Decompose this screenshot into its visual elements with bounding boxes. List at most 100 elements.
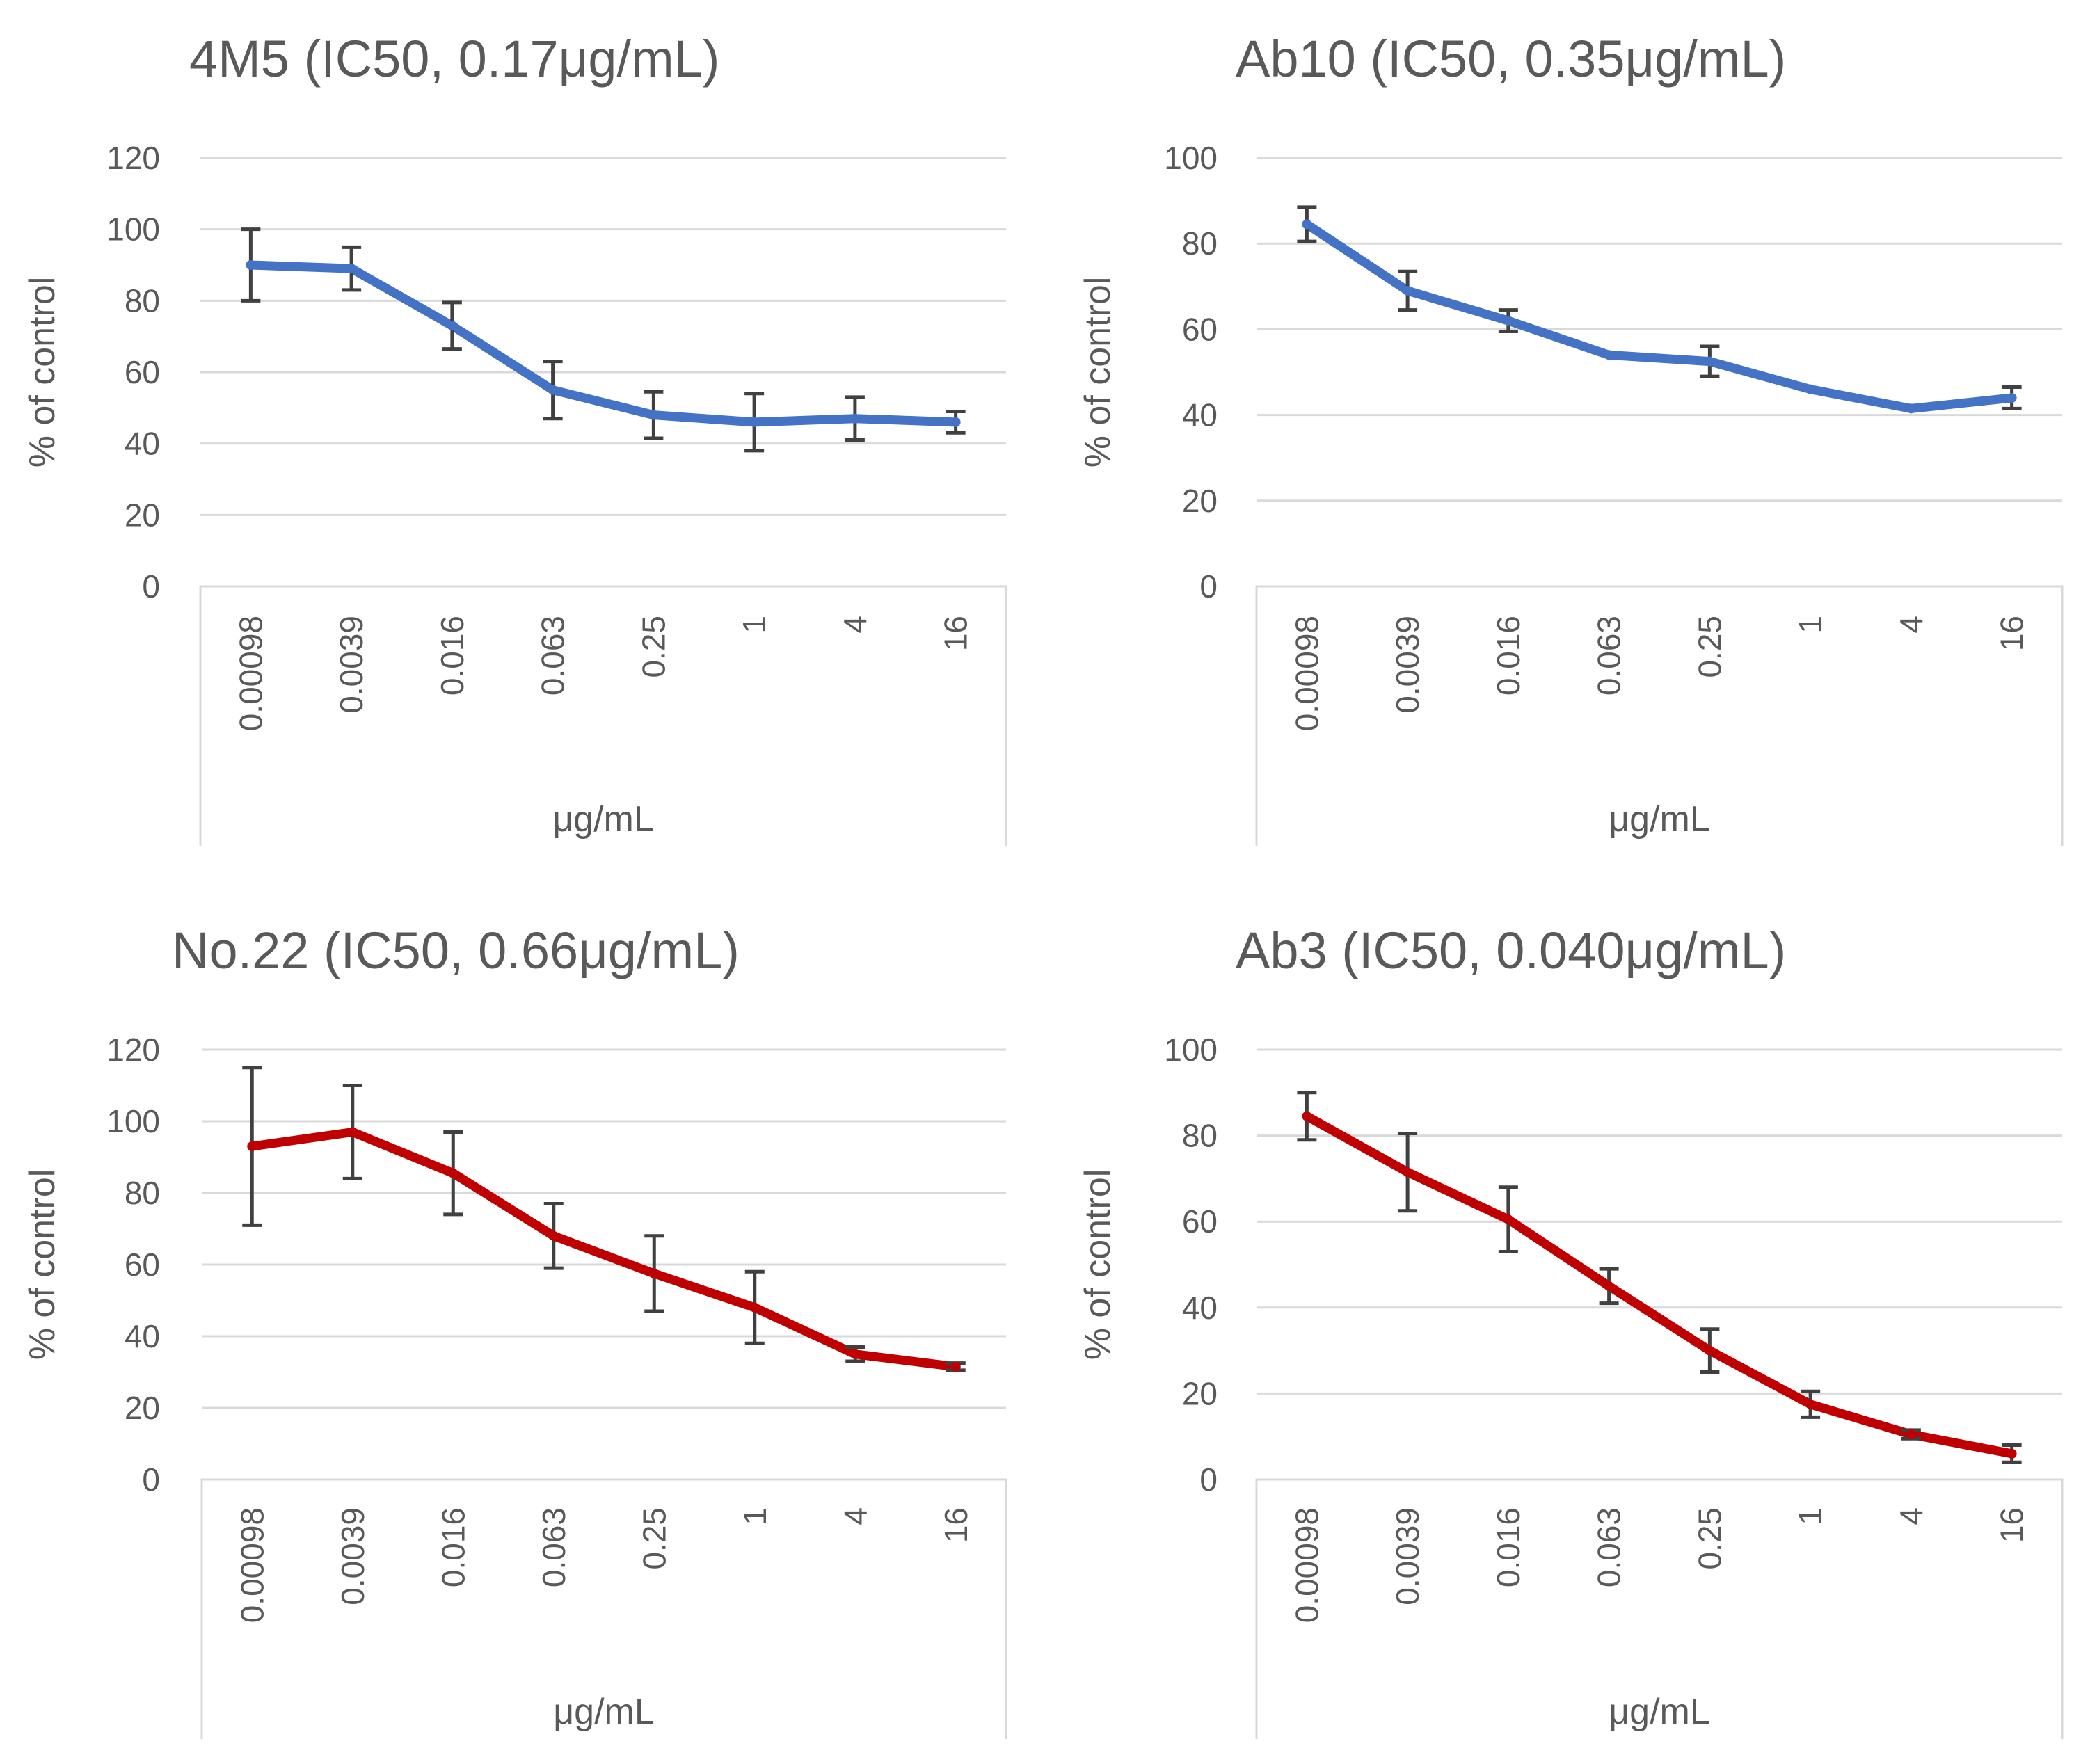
x-tick-label: 0.016 <box>1490 1507 1526 1587</box>
y-tick-label: 100 <box>106 211 160 248</box>
y-axis-label: % of control <box>22 1169 63 1361</box>
data-point <box>246 260 256 270</box>
data-point <box>1906 1429 1916 1440</box>
y-tick-label: 60 <box>125 1246 160 1283</box>
chart-panel-2: Ab10 (IC50, 0.35μg/mL) 0 20 40 60 80 100 % of c… <box>1078 30 2064 846</box>
x-axis-label: μg/mL <box>1609 1692 1710 1732</box>
y-tick-label: 100 <box>1164 1032 1218 1068</box>
x-tick-label: 4 <box>837 1507 873 1525</box>
data-point <box>1805 384 1816 394</box>
series-line <box>1302 220 2017 413</box>
x-tick-label: 1 <box>1792 1507 1828 1525</box>
data-point <box>849 413 860 424</box>
data-point <box>1604 350 1614 360</box>
x-tick-label: 0.00098 <box>234 1507 270 1623</box>
chart-title: No.22 (IC50, 0.66μg/mL) <box>172 922 740 979</box>
x-axis-label: μg/mL <box>1609 799 1710 840</box>
data-point <box>749 1302 760 1313</box>
y-tick-label: 60 <box>1182 311 1218 347</box>
data-point <box>1403 1167 1413 1178</box>
x-tick-label: 0.0039 <box>1389 1507 1426 1605</box>
y-axis-label: % of control <box>22 277 63 468</box>
data-point <box>749 417 760 427</box>
y-tick-label: 120 <box>106 140 160 176</box>
y-tick-label: 120 <box>106 1032 160 1068</box>
y-tick-label: 40 <box>125 426 160 462</box>
y-tick-label: 40 <box>1182 1290 1218 1326</box>
y-tick-label: 60 <box>125 354 160 390</box>
x-tick-label: 0.063 <box>536 1507 572 1587</box>
y-tick-label: 60 <box>1182 1203 1218 1240</box>
y-tick-label: 20 <box>1182 1375 1218 1411</box>
x-tick-label: 0.016 <box>1490 616 1526 696</box>
x-axis-frame <box>200 1478 1007 1739</box>
data-point <box>1503 316 1513 326</box>
data-point <box>1705 356 1715 367</box>
x-tick-label: 0.063 <box>1591 1507 1627 1587</box>
data-point <box>1302 219 1312 230</box>
x-tick-label: 1 <box>1792 616 1828 634</box>
data-point <box>1302 1111 1312 1121</box>
y-tick-label: 100 <box>1164 140 1218 176</box>
y-tick-label: 0 <box>1199 568 1218 604</box>
x-tick-label: 0.00098 <box>232 616 269 731</box>
x-tick-label: 0.25 <box>1691 1507 1728 1570</box>
x-tick-label: 0.00098 <box>1289 616 1325 731</box>
x-axis-frame <box>1255 1478 2064 1739</box>
data-point <box>1604 1281 1614 1291</box>
y-axis-label: % of control <box>1078 1169 1118 1361</box>
y-tick-label: 0 <box>142 568 160 604</box>
y-tick-label: 80 <box>1182 225 1218 262</box>
data-point <box>447 321 457 331</box>
x-axis-frame <box>199 585 1007 846</box>
x-tick-label: 16 <box>1994 1507 2030 1543</box>
chart-title: Ab10 (IC50, 0.35μg/mL) <box>1236 30 1786 88</box>
data-point <box>950 417 961 427</box>
data-point <box>648 410 659 420</box>
data-point <box>548 385 558 395</box>
data-point <box>247 1141 257 1152</box>
x-tick-label: 0.063 <box>535 616 571 696</box>
x-axis-frame <box>1255 585 2064 846</box>
x-axis-label: μg/mL <box>553 1692 655 1732</box>
y-tick-label: 80 <box>125 282 160 319</box>
y-tick-label: 40 <box>125 1318 160 1354</box>
x-tick-label: 4 <box>837 616 873 634</box>
x-tick-label: 0.25 <box>1691 616 1728 678</box>
x-tick-label: 0.0039 <box>335 1507 371 1605</box>
x-tick-label: 0.25 <box>636 1507 672 1570</box>
data-point <box>850 1349 861 1359</box>
x-tick-label: 0.25 <box>635 616 671 678</box>
x-tick-label: 0.0039 <box>1389 616 1426 714</box>
data-point <box>2007 392 2017 403</box>
y-tick-label: 80 <box>1182 1118 1218 1154</box>
data-point <box>1805 1399 1816 1409</box>
data-point <box>1906 403 1916 414</box>
y-tick-label: 20 <box>125 1390 160 1426</box>
y-tick-label: 80 <box>125 1175 160 1211</box>
series-line <box>246 260 961 427</box>
x-tick-label: 0.063 <box>1591 616 1627 696</box>
data-point <box>346 264 357 274</box>
x-tick-label: 4 <box>1893 1507 1929 1525</box>
y-tick-label: 20 <box>125 497 160 533</box>
x-tick-label: 16 <box>938 616 974 651</box>
x-tick-label: 16 <box>938 1507 974 1543</box>
y-tick-label: 100 <box>106 1103 160 1139</box>
y-tick-label: 0 <box>1199 1461 1218 1498</box>
data-point <box>2007 1448 2017 1459</box>
chart-title: 4M5 (IC50, 0.17μg/mL) <box>189 30 719 88</box>
series-line <box>247 1128 961 1372</box>
data-point <box>1503 1214 1513 1225</box>
chart-panel-3: No.22 (IC50, 0.66μg/mL) 0 20 40 60 80 100 120 % … <box>22 922 1007 1739</box>
data-point <box>448 1168 458 1178</box>
x-tick-label: 16 <box>1994 616 2030 651</box>
y-tick-label: 0 <box>142 1461 160 1498</box>
data-point <box>347 1127 358 1137</box>
chart-title: Ab3 (IC50, 0.040μg/mL) <box>1236 922 1786 979</box>
x-tick-label: 0.016 <box>434 616 470 696</box>
series-line <box>1302 1112 2017 1459</box>
data-point <box>548 1230 559 1241</box>
x-axis-label: μg/mL <box>552 799 654 840</box>
